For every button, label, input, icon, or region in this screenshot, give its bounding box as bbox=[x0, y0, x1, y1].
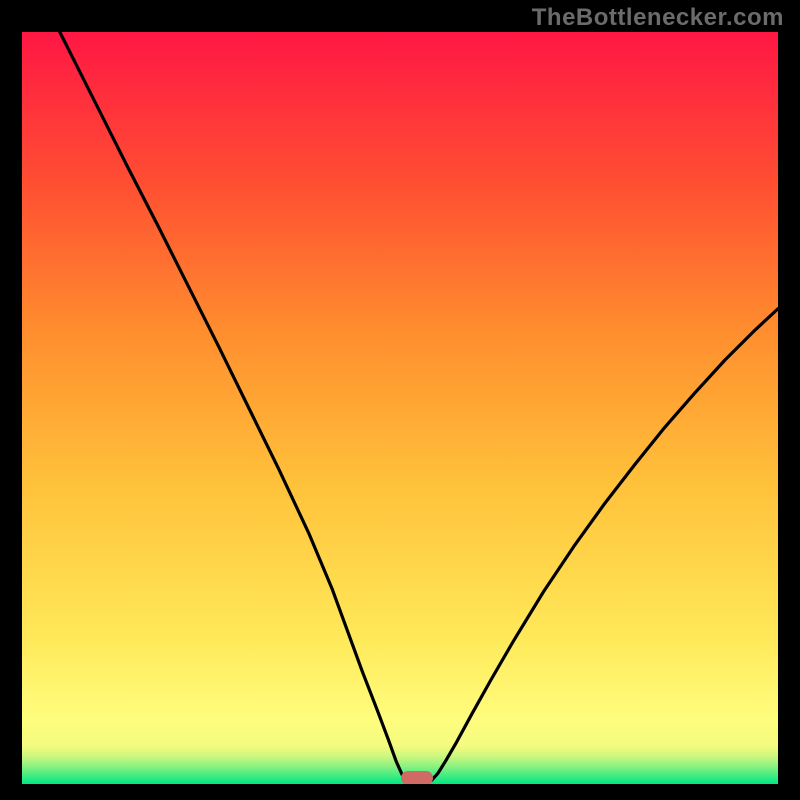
chart-stage: TheBottlenecker.com bbox=[0, 0, 800, 800]
watermark-text: TheBottlenecker.com bbox=[532, 4, 784, 32]
bottleneck-curve bbox=[22, 32, 778, 784]
curve-path bbox=[60, 32, 778, 783]
minimum-marker bbox=[401, 771, 433, 784]
plot-area bbox=[22, 32, 778, 784]
